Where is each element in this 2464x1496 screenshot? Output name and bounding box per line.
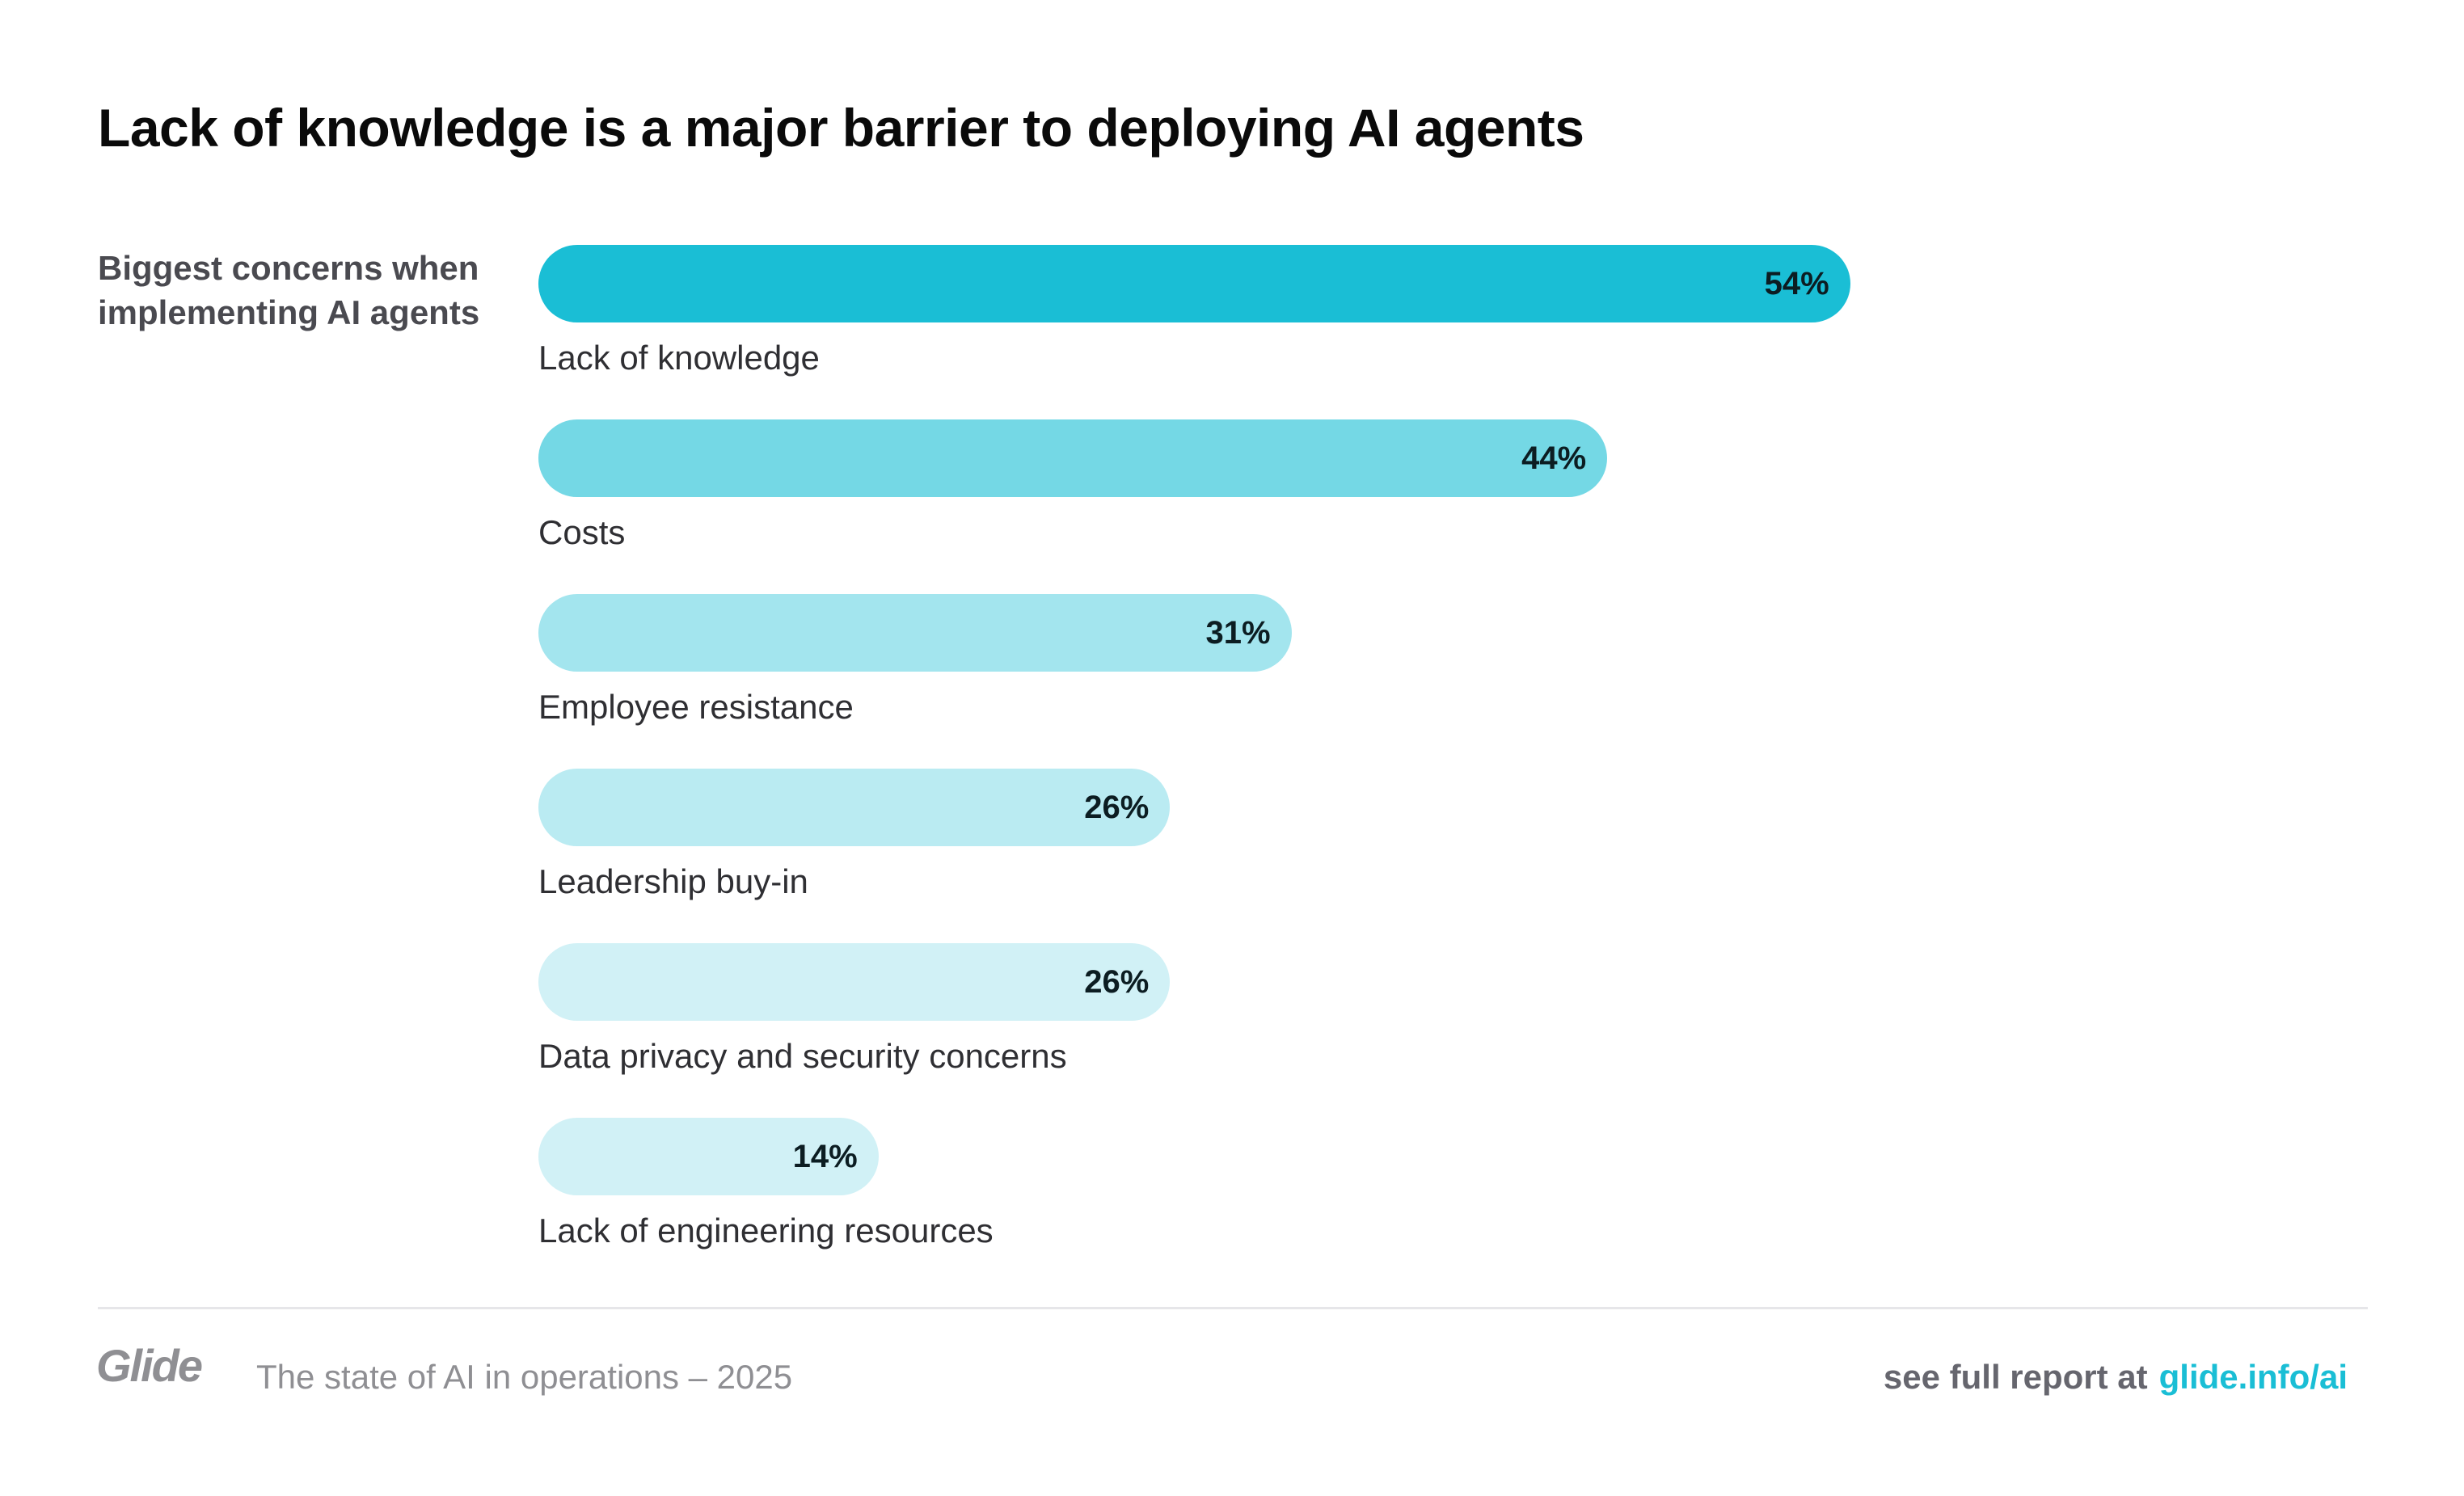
report-title: The state of AI in operations – 2025 bbox=[256, 1358, 793, 1396]
bar bbox=[538, 1118, 879, 1195]
bar-row: 26% Leadership buy-in bbox=[538, 769, 2398, 938]
bar-value-label: 26% bbox=[1084, 790, 1150, 825]
glide-logo: Glide bbox=[96, 1340, 203, 1391]
bar bbox=[538, 245, 1850, 322]
footer-cta: see full report at glide.info/ai bbox=[1884, 1358, 2348, 1397]
bar-chart: 54% Lack of knowledge 44% Costs 31% Employee … bbox=[538, 245, 2398, 1255]
category-label: Leadership buy-in bbox=[538, 862, 808, 900]
footer-divider bbox=[98, 1307, 2368, 1309]
category-label: Costs bbox=[538, 513, 626, 551]
category-label: Data privacy and security concerns bbox=[538, 1037, 1067, 1075]
chart-title: Lack of knowledge is a major barrier to … bbox=[98, 98, 1584, 158]
bar-value-label: 26% bbox=[1084, 964, 1150, 1000]
bar-value-label: 14% bbox=[792, 1139, 858, 1174]
bar-row: 14% Lack of engineering resources bbox=[538, 1118, 2398, 1287]
bar bbox=[538, 594, 1292, 672]
bar-row: 31% Employee resistance bbox=[538, 594, 2398, 764]
bar-value-label: 44% bbox=[1521, 440, 1587, 476]
category-label: Lack of engineering resources bbox=[538, 1212, 994, 1249]
bar-row: 26% Data privacy and security concerns bbox=[538, 943, 2398, 1113]
bar-value-label: 31% bbox=[1205, 615, 1271, 651]
bar bbox=[538, 943, 1171, 1021]
chart-subtitle: Biggest concerns when implementing AI ag… bbox=[98, 249, 480, 331]
bar bbox=[538, 419, 1608, 497]
bar bbox=[538, 769, 1171, 846]
bar-row: 54% Lack of knowledge bbox=[538, 245, 2398, 415]
bar-value-label: 54% bbox=[1764, 266, 1829, 301]
report-link[interactable]: glide.info/ai bbox=[2158, 1358, 2348, 1396]
category-label: Employee resistance bbox=[538, 688, 854, 726]
footer-cta-text: see full report at bbox=[1883, 1358, 2148, 1396]
bar-row: 44% Costs bbox=[538, 419, 2398, 589]
category-label: Lack of knowledge bbox=[538, 339, 820, 377]
